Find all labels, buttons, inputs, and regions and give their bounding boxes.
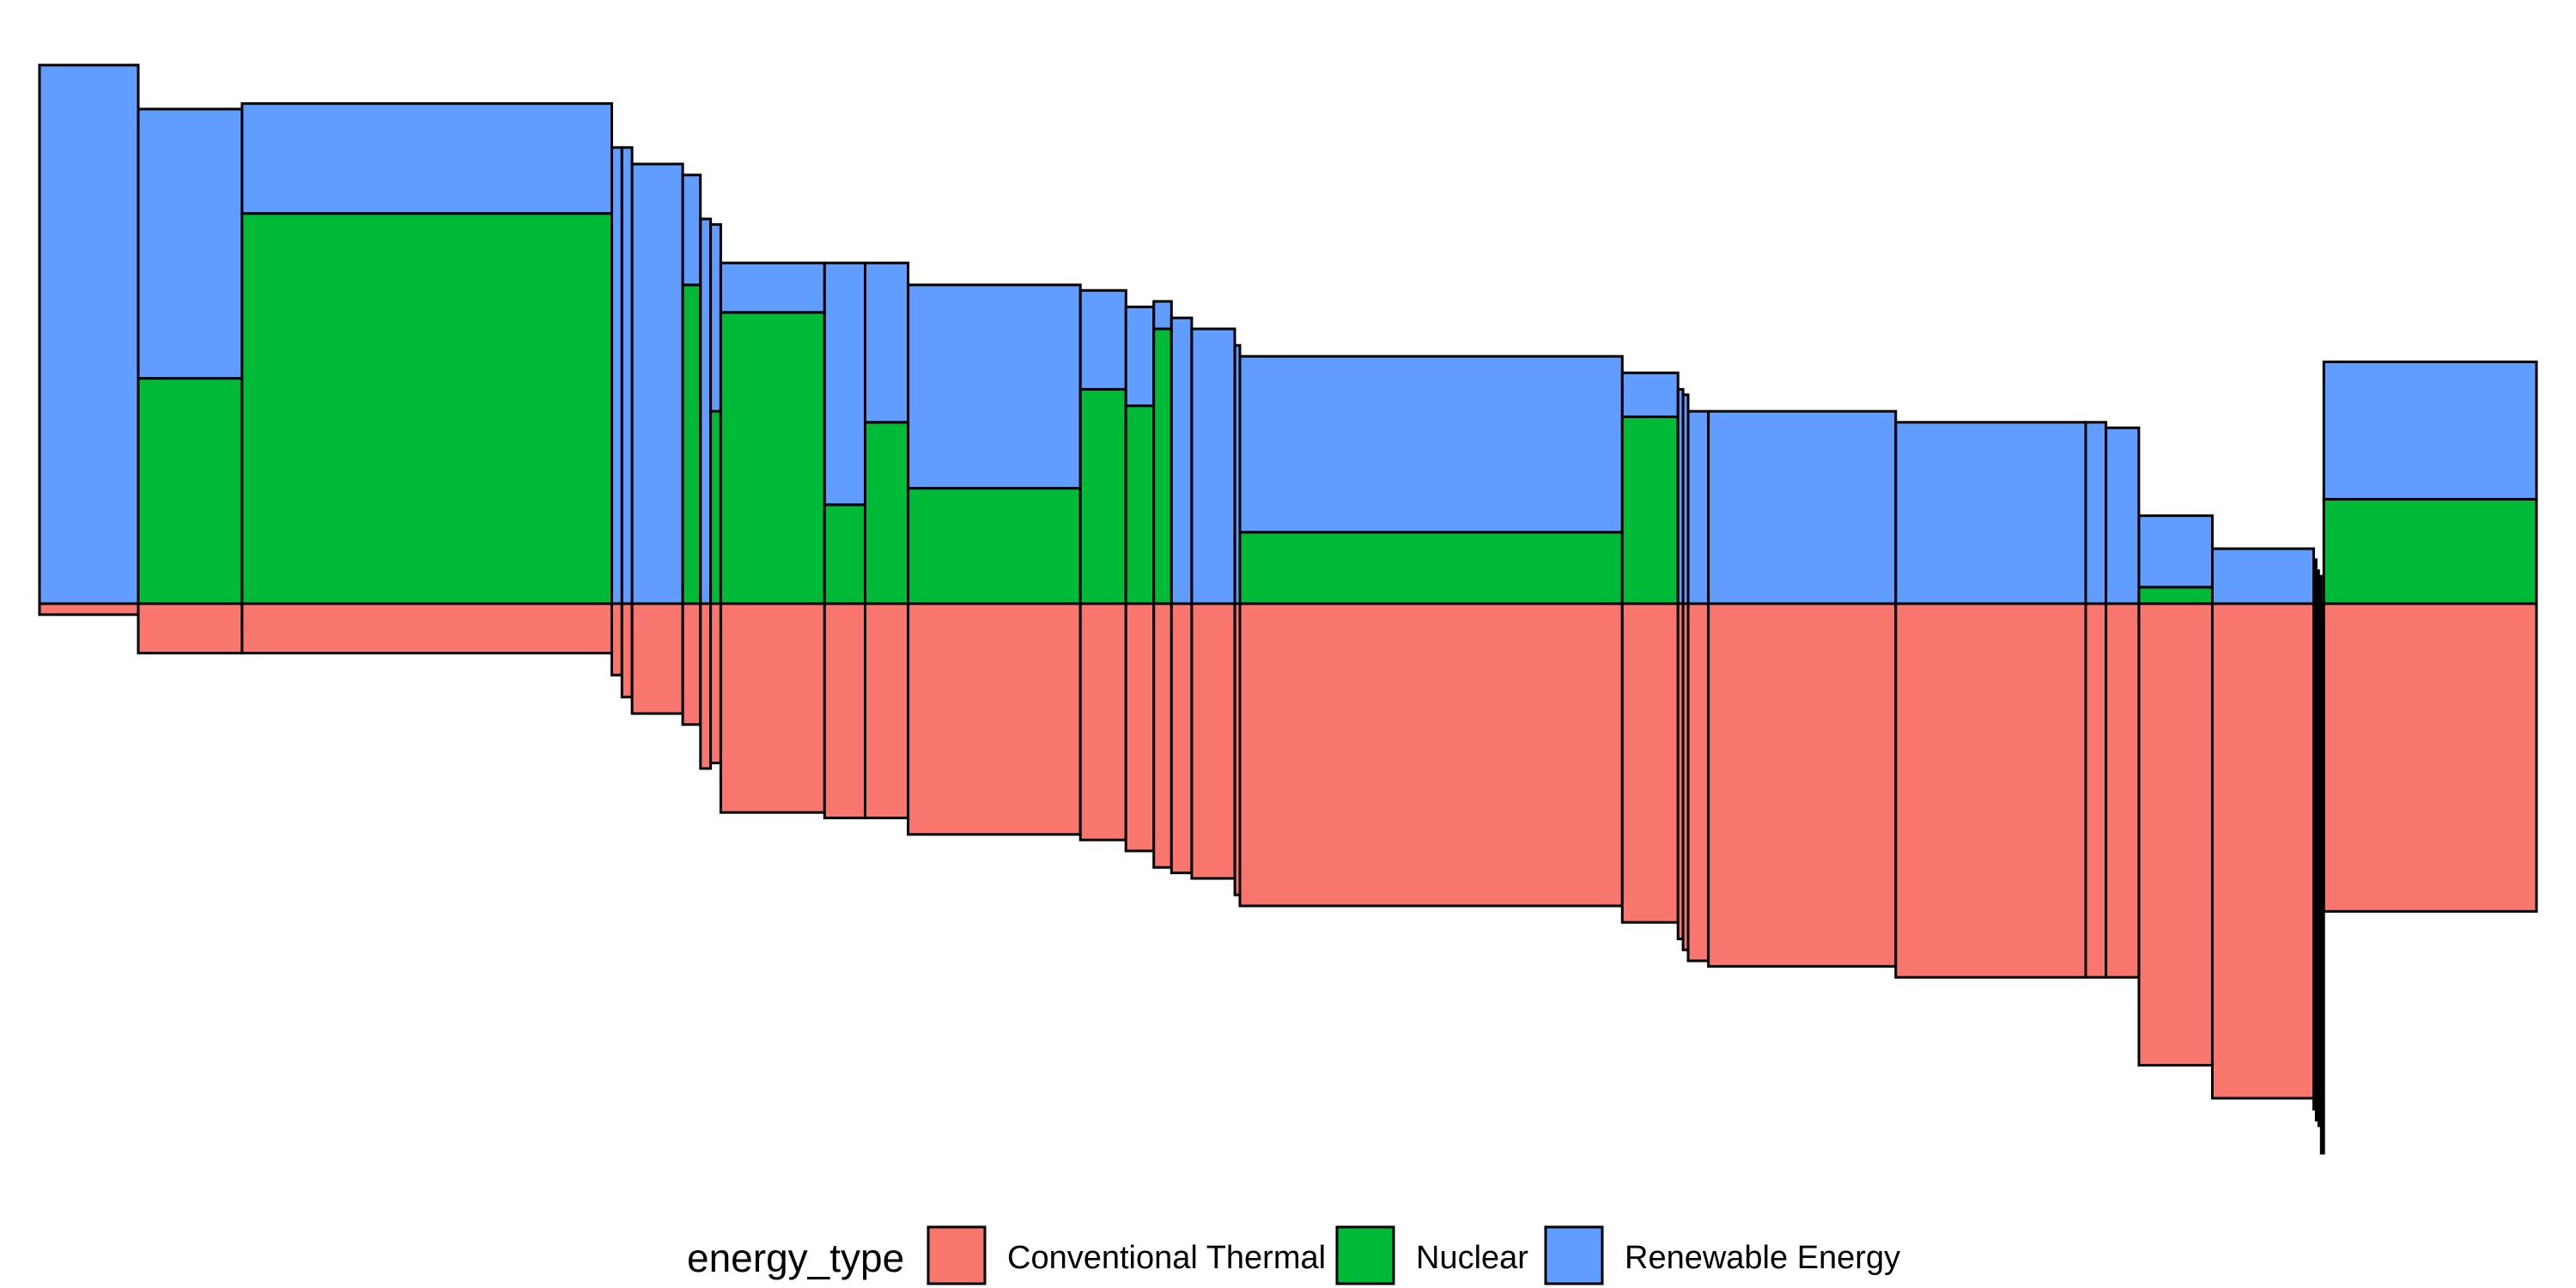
bar-renewable-energy-2 xyxy=(240,102,613,216)
bar-conventional-thermal-2 xyxy=(240,602,613,655)
bar-nuclear-28 xyxy=(2137,586,2214,605)
bars-layer xyxy=(38,64,2538,1155)
legend-label-conventional-thermal: Conventional Thermal xyxy=(1007,1240,1326,1276)
legend-item-conventional-thermal: Conventional Thermal xyxy=(927,1225,1326,1285)
bar-renewable-energy-28 xyxy=(2137,514,2214,589)
bar-conventional-thermal-26 xyxy=(2084,602,2108,979)
bar-nuclear-6 xyxy=(681,283,702,605)
bar-renewable-energy-7 xyxy=(699,217,713,605)
bar-conventional-thermal-16 xyxy=(1170,602,1194,875)
bar-renewable-energy-9 xyxy=(719,261,826,314)
bar-conventional-thermal-17 xyxy=(1190,602,1236,880)
bar-renewable-energy-23 xyxy=(1686,410,1710,605)
bar-conventional-thermal-20 xyxy=(1620,602,1680,924)
bar-conventional-thermal-27 xyxy=(2105,602,2141,979)
legend-key-conventional-thermal xyxy=(927,1225,987,1285)
legend-item-renewable-energy: Renewable Energy xyxy=(1544,1225,1900,1285)
bar-conventional-thermal-4 xyxy=(620,602,634,699)
bar-nuclear-20 xyxy=(1620,415,1680,605)
bar-renewable-energy-10 xyxy=(823,261,866,507)
bar-conventional-thermal-11 xyxy=(864,602,910,820)
bar-conventional-thermal-29 xyxy=(2211,602,2315,1100)
legend-item-nuclear: Nuclear xyxy=(1335,1225,1528,1285)
bar-nuclear-11 xyxy=(864,421,910,605)
bar-conventional-thermal-5 xyxy=(630,602,684,715)
legend-key-nuclear xyxy=(1335,1225,1395,1285)
bar-renewable-energy-8 xyxy=(709,222,722,413)
bar-renewable-energy-25 xyxy=(1894,421,2087,605)
bar-conventional-thermal-24 xyxy=(1707,602,1898,968)
bar-conventional-thermal-7 xyxy=(699,602,713,770)
legend-key-renewable-energy xyxy=(1544,1225,1604,1285)
bar-renewable-energy-19 xyxy=(1238,355,1624,534)
bar-conventional-thermal-6 xyxy=(681,602,702,726)
bar-renewable-energy-6 xyxy=(681,173,702,287)
bar-renewable-energy-32 xyxy=(2317,574,2323,605)
bar-nuclear-8 xyxy=(709,410,722,605)
bar-conventional-thermal-14 xyxy=(1124,602,1156,853)
bar-nuclear-12 xyxy=(907,487,1082,605)
bar-renewable-energy-26 xyxy=(2084,421,2108,605)
bar-nuclear-34 xyxy=(2322,497,2538,605)
legend-label-renewable-energy: Renewable Energy xyxy=(1625,1240,1900,1276)
bar-conventional-thermal-15 xyxy=(1152,602,1173,869)
bar-renewable-energy-12 xyxy=(907,283,1082,490)
bar-nuclear-2 xyxy=(240,212,613,605)
bar-renewable-energy-16 xyxy=(1170,316,1194,605)
bar-conventional-thermal-3 xyxy=(611,602,623,677)
bar-renewable-energy-20 xyxy=(1620,371,1680,418)
bar-renewable-energy-0 xyxy=(38,64,140,605)
bar-conventional-thermal-25 xyxy=(1894,602,2087,979)
bar-conventional-thermal-1 xyxy=(137,602,244,655)
legend-label-nuclear: Nuclear xyxy=(1416,1240,1528,1276)
bar-conventional-thermal-34 xyxy=(2322,602,2538,913)
bar-nuclear-14 xyxy=(1124,404,1156,605)
bar-renewable-energy-1 xyxy=(137,107,244,380)
bar-renewable-energy-13 xyxy=(1078,289,1127,391)
bar-nuclear-19 xyxy=(1238,531,1624,605)
bar-renewable-energy-29 xyxy=(2211,547,2315,605)
bar-conventional-thermal-9 xyxy=(719,602,826,814)
bar-conventional-thermal-8 xyxy=(709,602,722,765)
bar-conventional-thermal-13 xyxy=(1078,602,1127,841)
bar-renewable-energy-17 xyxy=(1190,327,1236,605)
bar-nuclear-9 xyxy=(719,311,826,605)
legend: energy_type Conventional Thermal Nuclear… xyxy=(687,1225,1900,1285)
bar-conventional-thermal-23 xyxy=(1686,602,1710,963)
bar-conventional-thermal-12 xyxy=(907,602,1082,836)
bar-renewable-energy-15 xyxy=(1152,300,1173,331)
bar-nuclear-10 xyxy=(823,503,866,605)
bar-renewable-energy-14 xyxy=(1124,305,1156,408)
bar-nuclear-1 xyxy=(137,377,244,605)
bar-nuclear-15 xyxy=(1152,327,1173,605)
bar-renewable-energy-34 xyxy=(2322,360,2538,501)
bar-renewable-energy-5 xyxy=(630,162,684,605)
bar-conventional-thermal-10 xyxy=(823,602,866,820)
bar-conventional-thermal-28 xyxy=(2137,602,2214,1067)
bar-conventional-thermal-0 xyxy=(38,602,140,617)
bar-nuclear-13 xyxy=(1078,387,1127,605)
bar-conventional-thermal-19 xyxy=(1238,602,1624,908)
legend-title: energy_type xyxy=(687,1236,904,1280)
bar-renewable-energy-4 xyxy=(620,146,634,605)
bar-renewable-energy-11 xyxy=(864,261,910,424)
bar-renewable-energy-3 xyxy=(611,146,623,605)
bar-renewable-energy-24 xyxy=(1707,410,1898,605)
bar-renewable-energy-27 xyxy=(2105,426,2141,605)
